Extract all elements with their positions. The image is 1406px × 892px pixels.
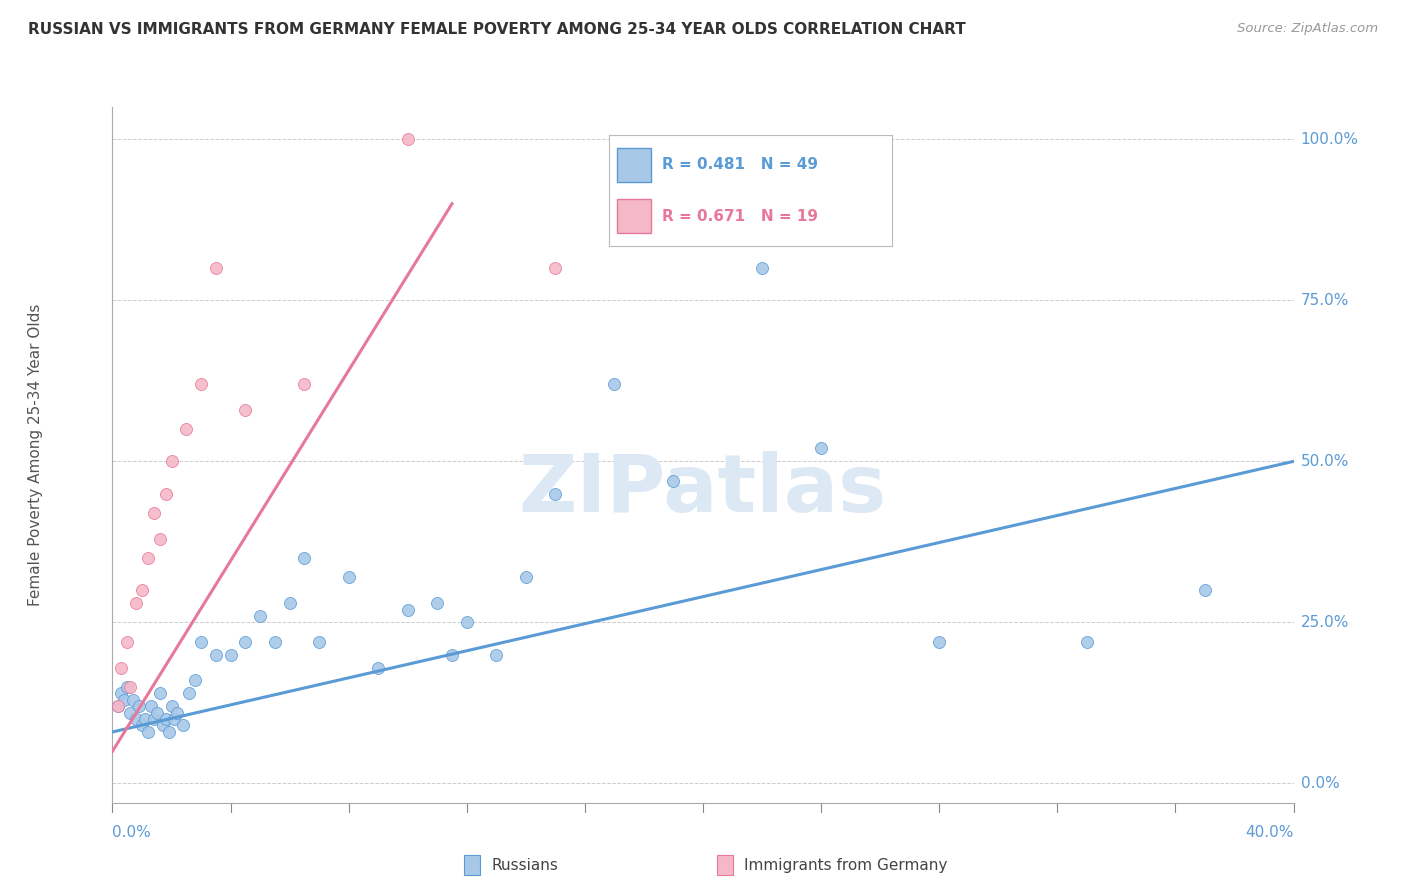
Point: [125, 596, 148, 610]
Point: [172, 718, 194, 732]
Point: [441, 648, 464, 662]
Point: [157, 725, 180, 739]
Text: 0.0%: 0.0%: [1301, 776, 1340, 791]
Point: [174, 422, 197, 436]
Point: [662, 474, 685, 488]
Point: [120, 680, 142, 694]
Point: [426, 596, 449, 610]
Point: [120, 706, 142, 720]
Point: [515, 570, 537, 584]
Point: [136, 725, 159, 739]
Point: [396, 602, 419, 616]
Point: [136, 551, 159, 566]
Point: [190, 377, 212, 392]
Point: [1076, 634, 1098, 648]
Point: [155, 712, 177, 726]
Point: [233, 402, 256, 417]
Point: [308, 634, 330, 648]
Text: 100.0%: 100.0%: [1301, 132, 1358, 147]
Text: 40.0%: 40.0%: [1246, 825, 1294, 840]
Point: [152, 718, 174, 732]
Text: Source: ZipAtlas.com: Source: ZipAtlas.com: [1237, 22, 1378, 36]
Point: [155, 486, 177, 500]
Point: [456, 615, 478, 630]
Point: [131, 718, 153, 732]
Point: [125, 712, 148, 726]
Text: ZIPatlas: ZIPatlas: [519, 450, 887, 529]
Point: [292, 551, 315, 566]
Point: [205, 648, 228, 662]
Point: [278, 596, 301, 610]
Point: [249, 609, 271, 624]
Point: [1194, 583, 1216, 598]
Point: [166, 706, 188, 720]
Point: [485, 648, 508, 662]
Text: R = 0.481   N = 49: R = 0.481 N = 49: [662, 157, 818, 172]
Point: [928, 634, 950, 648]
Point: [117, 634, 138, 648]
Point: [337, 570, 360, 584]
Point: [205, 261, 228, 276]
Point: [179, 686, 201, 700]
Point: [131, 583, 153, 598]
Point: [110, 686, 132, 700]
Point: [149, 532, 172, 546]
Point: [544, 486, 567, 500]
Point: [139, 699, 162, 714]
Point: [107, 699, 129, 714]
Point: [160, 454, 183, 468]
Point: [367, 660, 389, 674]
Point: [603, 377, 626, 392]
Point: [122, 692, 145, 706]
Point: [190, 634, 212, 648]
Point: [184, 673, 207, 688]
Point: [149, 686, 172, 700]
Point: [264, 634, 287, 648]
Text: 50.0%: 50.0%: [1301, 454, 1348, 469]
Point: [751, 261, 773, 276]
Point: [107, 699, 129, 714]
Text: RUSSIAN VS IMMIGRANTS FROM GERMANY FEMALE POVERTY AMONG 25-34 YEAR OLDS CORRELAT: RUSSIAN VS IMMIGRANTS FROM GERMANY FEMAL…: [28, 22, 966, 37]
Point: [163, 712, 186, 726]
Point: [142, 712, 165, 726]
Point: [396, 132, 419, 146]
Text: Russians: Russians: [491, 858, 558, 872]
Point: [142, 506, 165, 520]
Point: [112, 692, 135, 706]
Text: Female Poverty Among 25-34 Year Olds: Female Poverty Among 25-34 Year Olds: [28, 304, 42, 606]
Text: 0.0%: 0.0%: [112, 825, 152, 840]
Bar: [617, 200, 651, 233]
Text: R = 0.671   N = 19: R = 0.671 N = 19: [662, 209, 818, 224]
Text: 25.0%: 25.0%: [1301, 615, 1348, 630]
Point: [233, 634, 256, 648]
Bar: [617, 148, 651, 182]
Text: Immigrants from Germany: Immigrants from Germany: [744, 858, 948, 872]
Point: [128, 699, 150, 714]
Text: 75.0%: 75.0%: [1301, 293, 1348, 308]
Point: [810, 442, 832, 456]
Point: [110, 660, 132, 674]
Point: [146, 706, 169, 720]
Point: [292, 377, 315, 392]
Point: [134, 712, 156, 726]
Point: [160, 699, 183, 714]
Point: [117, 680, 138, 694]
Point: [544, 261, 567, 276]
Point: [219, 648, 242, 662]
